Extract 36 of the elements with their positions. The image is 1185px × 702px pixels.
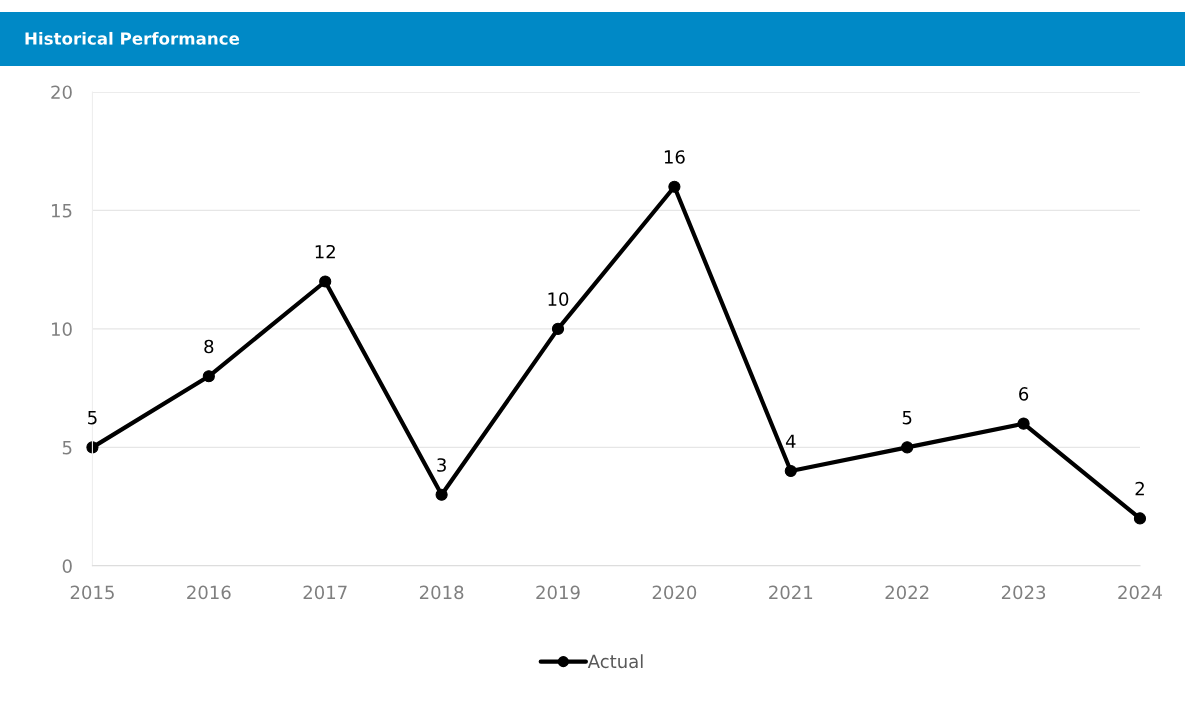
data-label: 12 [315, 244, 335, 259]
point [784, 464, 797, 478]
x-tick-label: 2022 [885, 585, 929, 600]
y-tick-label: 10 [51, 322, 72, 336]
chart-title: Historical Performance [25, 31, 240, 45]
point [1017, 417, 1030, 430]
data-label: 8 [204, 339, 214, 354]
x-tick-label: 2017 [303, 585, 347, 600]
data-label: 4 [785, 434, 796, 448]
x-tick-label: 2020 [652, 585, 697, 600]
y-tick-label: 15 [51, 204, 72, 218]
point [435, 488, 448, 501]
data-label: 5 [88, 410, 97, 425]
data-label: 16 [664, 150, 685, 164]
point [551, 322, 565, 335]
x-tick-label: 2019 [536, 585, 580, 600]
x-tick-label: 2024 [1118, 585, 1162, 600]
y-tick-label: 5 [62, 441, 72, 455]
point [202, 370, 215, 383]
data-label: 10 [548, 292, 569, 306]
x-tick-label: 2016 [187, 585, 231, 600]
data-label: 5 [902, 410, 912, 425]
point [901, 441, 914, 454]
data-label: 2 [1135, 481, 1144, 496]
data-label: 3 [437, 458, 446, 472]
x-tick-label: 2015 [70, 585, 114, 600]
x-tick-label: 2018 [419, 585, 464, 600]
point [319, 275, 332, 288]
legend-label: Actual [587, 654, 643, 669]
point [668, 180, 681, 193]
point [1133, 512, 1147, 525]
y-tick-label: 0 [62, 559, 72, 573]
x-tick-label: 2021 [769, 585, 813, 600]
x-tick-label: 2023 [1001, 585, 1046, 600]
y-tick-label: 20 [51, 85, 72, 100]
data-label: 6 [1019, 387, 1029, 401]
